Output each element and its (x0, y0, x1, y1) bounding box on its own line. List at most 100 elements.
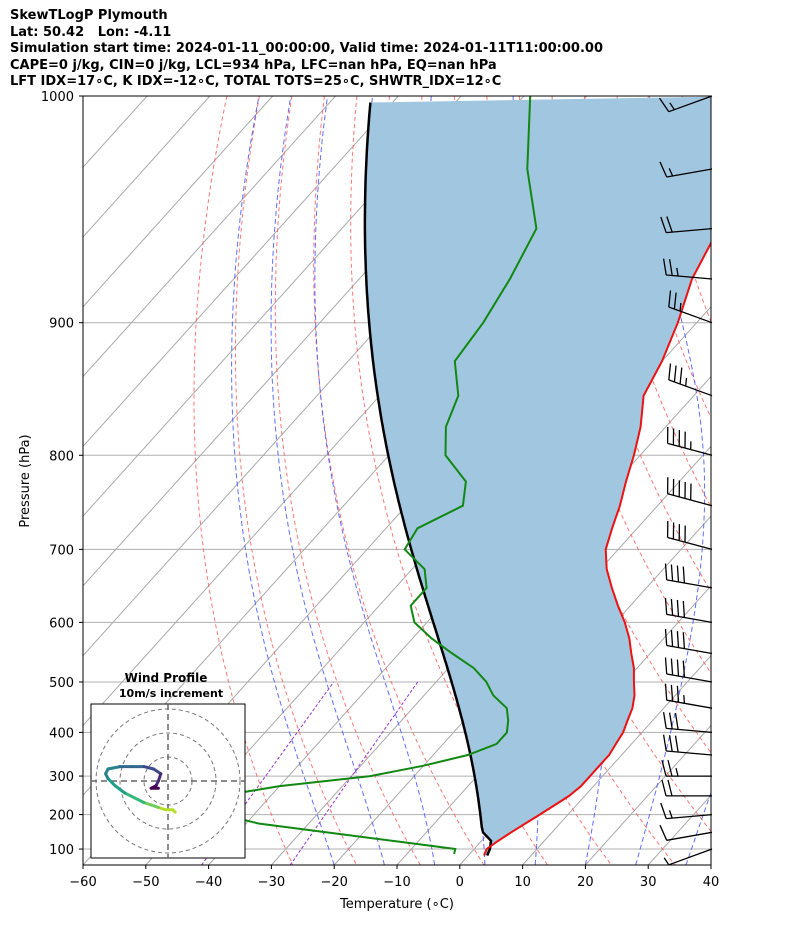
isotherm-line (333, 445, 711, 865)
wind-barb (660, 802, 713, 820)
wind-barb-shaft (664, 597, 713, 624)
wind-barb-shaft (668, 290, 713, 324)
y-tick-label: 300 (49, 770, 74, 785)
wind-barb-shaft (659, 824, 713, 841)
wind-barb (664, 629, 713, 655)
y-tick-label: 200 (49, 809, 74, 824)
wind-barb (660, 216, 713, 234)
wind-barb-shaft (661, 779, 712, 797)
wind-barb-shaft (662, 734, 713, 756)
wind-barb (666, 477, 713, 507)
y-tick-label: 1000 (41, 90, 74, 105)
wind-barb (662, 258, 713, 280)
x-tick-label: −30 (258, 875, 285, 890)
moist-adiabat (270, 96, 385, 865)
y-tick-label: 700 (49, 543, 74, 558)
cape-area-layer (364, 96, 711, 856)
wind-barb (668, 363, 713, 397)
y-tick-label: 500 (49, 676, 74, 691)
y-tick-label: 600 (49, 616, 74, 631)
hodograph-segment (132, 796, 146, 805)
wind-barb-shaft (664, 683, 713, 709)
wind-barb-shaft (660, 216, 713, 234)
wind-barb-shaft (659, 161, 713, 178)
x-tick-label: −50 (132, 875, 159, 890)
x-tick-label: −10 (383, 875, 410, 890)
hodograph-segment (106, 777, 117, 788)
x-tick-label: 40 (703, 875, 720, 890)
moist-adiabat (314, 96, 436, 865)
moist-adiabat (685, 790, 711, 865)
moist-adiabat (634, 96, 706, 865)
wind-barb (663, 848, 713, 866)
title-block: SkewTLogP Plymouth Lat: 50.42 Lon: -4.11… (10, 8, 603, 91)
x-tick-label: −40 (195, 875, 222, 890)
wind-barb (662, 734, 713, 756)
isotherm-line (522, 654, 711, 865)
wind-barb (666, 426, 713, 456)
hodograph-segment (142, 765, 156, 771)
isotherm-line (585, 724, 711, 865)
cape-shaded-area (364, 96, 711, 856)
x-tick-label: 20 (577, 875, 594, 890)
y-tick-label: 800 (49, 449, 74, 464)
hodograph-segment (123, 791, 136, 800)
x-tick-label: 0 (456, 875, 464, 890)
hodograph-plot (91, 704, 245, 858)
title-line: Lat: 50.42 Lon: -4.11 (10, 24, 172, 40)
moist-adiabat (231, 96, 335, 865)
wind-barb (664, 657, 713, 683)
hodograph-title: Wind Profile (125, 671, 208, 685)
wind-barb-shaft (666, 426, 713, 456)
wind-barb (659, 824, 713, 841)
wind-barbs (658, 95, 713, 866)
title-line: CAPE=0 j/kg, CIN=0 j/kg, LCL=934 hPa, LF… (10, 57, 497, 73)
isotherm-line (83, 96, 336, 378)
x-tick-label: 10 (514, 875, 531, 890)
x-axis-label: Temperature (∘C) (339, 897, 454, 912)
wind-barb-shaft (666, 477, 713, 507)
wind-barb-shaft (662, 711, 713, 734)
wind-barb-shaft (660, 802, 713, 820)
dry-adiabat (747, 96, 794, 865)
hodograph-segment (113, 784, 127, 795)
wind-barb (664, 683, 713, 709)
y-tick-label: 100 (49, 843, 74, 858)
wind-barb (659, 161, 713, 178)
wind-barb (668, 290, 713, 324)
hodograph-inset: Wind Profile 10m/s increment (90, 671, 246, 859)
temperature-line (483, 240, 711, 856)
dry-adiabat (235, 96, 357, 865)
x-tick-label: 30 (640, 875, 657, 890)
mixing-ratio-line (289, 681, 419, 865)
dry-adiabat (193, 96, 294, 865)
wind-barb-shaft (658, 95, 713, 113)
wind-barb (661, 779, 712, 797)
wind-barb-shaft (664, 563, 713, 589)
isotherm-line (710, 864, 711, 865)
parcel-trace-line (363, 102, 493, 856)
title-line: LFT IDX=17∘C, K IDX=-12∘C, TOTAL TOTS=25… (10, 74, 502, 89)
wind-barb (662, 711, 713, 734)
wind-barb-shaft (663, 848, 713, 866)
mixing-ratio-line (201, 681, 335, 865)
title-line: Simulation start time: 2024-01-11_00:00:… (10, 41, 603, 56)
y-tick-label: 900 (49, 317, 74, 332)
dry-adiabat (274, 96, 421, 865)
wind-barb-shaft (662, 258, 713, 280)
isotherm-line (83, 96, 274, 308)
wind-barb (658, 95, 713, 113)
dry-adiabat (780, 96, 794, 865)
wind-barb (664, 563, 713, 589)
wind-barb-shaft (664, 657, 713, 683)
y-axis-label: Pressure (hPa) (18, 434, 33, 527)
dry-adiabat (313, 96, 485, 865)
wind-barb-shaft (664, 629, 713, 655)
axes-layer: Temperature (∘C) Pressure (hPa) −60 −50 −4… (18, 90, 719, 912)
isotherm-line (83, 96, 211, 238)
wind-barb-shaft (666, 520, 713, 551)
isotherm-line (83, 96, 462, 517)
wind-barb (664, 597, 713, 624)
hodograph-subtitle: 10m/s increment (119, 687, 223, 700)
